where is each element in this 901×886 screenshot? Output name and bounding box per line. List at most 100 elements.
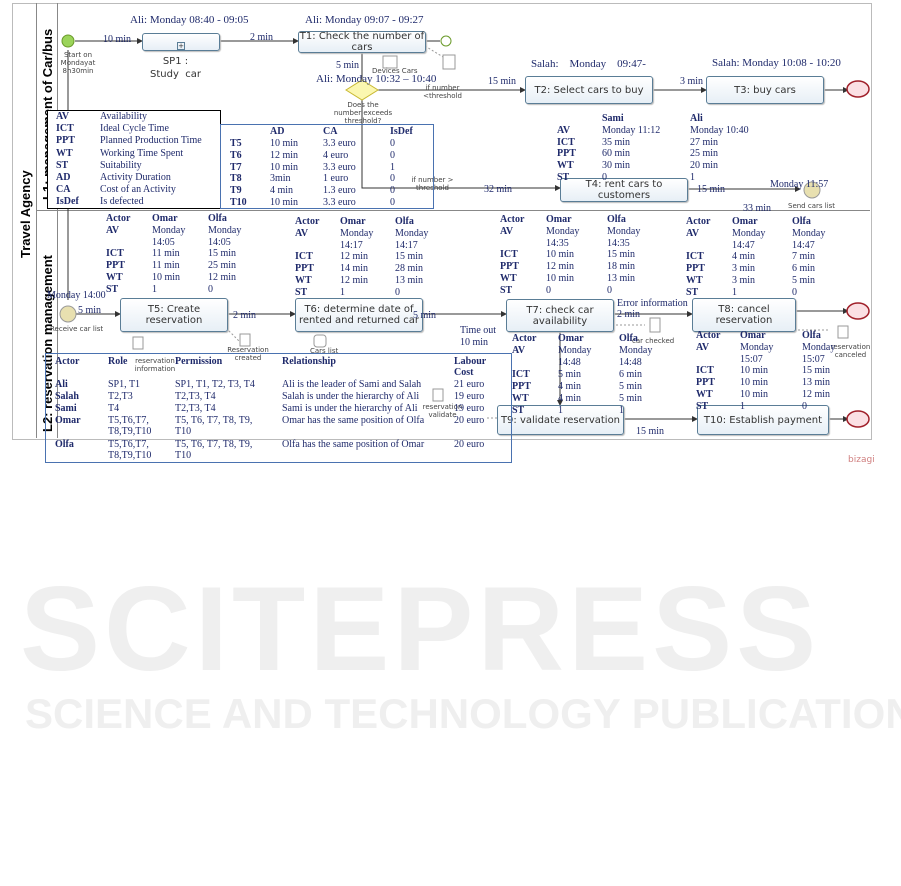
- role-table-cell: 20 euro: [454, 439, 485, 450]
- task-table-cell: 1.3 euro: [323, 185, 356, 197]
- actor-table-cell: ICT: [500, 249, 518, 261]
- artifact-label: car checked: [632, 337, 675, 345]
- actor-table-cell: 3 min: [732, 275, 756, 286]
- actor-table-cell: Olfa: [208, 213, 227, 224]
- task-t7[interactable]: T7: check car availability: [506, 299, 614, 332]
- actor-table-cell: 14:47: [732, 239, 755, 251]
- actor-table-cell: PPT: [106, 260, 125, 272]
- actor-table-cell: Omar: [546, 214, 572, 225]
- artifact-label: Cars list: [310, 347, 339, 355]
- actor-table-cell: AV: [512, 345, 526, 356]
- task-table-cell: 0: [390, 149, 395, 161]
- actor-table-cell: PPT: [295, 263, 314, 275]
- task-t4[interactable]: T4: rent cars to customers: [560, 178, 688, 202]
- actor-table-cell: AV: [686, 227, 700, 239]
- actor-table-cell: 11 min: [152, 260, 180, 272]
- actor-table-cell: AV: [106, 224, 120, 236]
- task-t1[interactable]: T1: Check the number of cars: [298, 31, 426, 53]
- actor-table-cell: Olfa: [802, 330, 821, 341]
- task-t8[interactable]: T8: cancel reservation: [692, 298, 796, 332]
- data-store-cars-list: [313, 334, 327, 348]
- actor-table-cell: 5 min: [619, 381, 643, 392]
- role-table-cell: Olfa has the same position of Omar: [282, 439, 425, 450]
- actor-table-cell: 0: [792, 286, 797, 298]
- artifact-label: reservation validate: [422, 403, 463, 419]
- actor-table-cell: ICT: [686, 251, 704, 263]
- role-table-cell: 19 euro: [454, 403, 485, 414]
- data-object: [442, 54, 456, 70]
- actor-table-cell: WT: [686, 275, 703, 286]
- actor-table-cell: PPT: [512, 381, 531, 392]
- actor-table-cell: Ali: [690, 113, 703, 124]
- actor-table-cell: WT: [106, 272, 123, 283]
- t1-time: Ali: Monday 09:07 - 09:27: [305, 14, 424, 26]
- task-table-cell: 10 min: [270, 138, 299, 149]
- start-label: Start on Mondayat 8h30min: [60, 51, 96, 75]
- send-message-event: [803, 181, 821, 199]
- legend-abbr: WT: [56, 147, 73, 159]
- legend-desc: Planned Production Time: [100, 135, 202, 147]
- actor-table-cell: ST: [106, 283, 119, 295]
- role-table-cell: 19 euro: [454, 391, 485, 402]
- watermark-scitepress: SCITEPRESS: [20, 562, 821, 696]
- duration: 5 min: [78, 305, 102, 316]
- duration: 5 min: [413, 310, 437, 321]
- actor-table-cell: 6 min: [792, 263, 816, 275]
- task-table-cell: 4 min: [270, 185, 294, 197]
- actor-table-cell: 7 min: [792, 251, 816, 263]
- actor-table-cell: 1: [732, 286, 737, 298]
- data-object-res-validate: [432, 388, 444, 402]
- actor-table-cell: 5 min: [558, 369, 582, 380]
- actor-table-cell: 0: [208, 283, 213, 295]
- actor-table-cell: 5 min: [619, 393, 643, 404]
- role-table-cell: T2,T3, T4: [175, 391, 216, 402]
- actor-table-cell: Omar: [152, 213, 178, 224]
- task-t10[interactable]: T10: Establish payment: [697, 405, 829, 435]
- actor-table-cell: Olfa: [607, 214, 626, 225]
- intermediate-end-event: [440, 35, 452, 47]
- role-table-cell: T4: [108, 403, 120, 414]
- actor-table-cell: 1: [152, 283, 157, 295]
- actor-table-cell: ST: [686, 286, 699, 298]
- data-object-res-info: [132, 336, 144, 350]
- actor-table-cell: 4 min: [558, 393, 582, 404]
- gateway-gt-label: if number > threshold: [411, 176, 454, 192]
- task-table-cell: T6: [230, 149, 242, 161]
- duration: Error information: [617, 298, 688, 309]
- role-table-cell: 20 euro: [454, 415, 485, 426]
- end-event-3: [846, 410, 870, 428]
- task-table-cell: T5: [230, 138, 242, 149]
- task-table-cell: T10: [230, 197, 247, 208]
- task-table-cell: 1 euro: [323, 173, 349, 185]
- task-table-cell: 10 min: [270, 197, 299, 208]
- task-table-cell: 0: [390, 185, 395, 197]
- task-table-cell: 3min: [270, 173, 291, 185]
- actor-table-cell: 20 min: [690, 160, 719, 172]
- actor-table-cell: 12 min: [546, 261, 575, 273]
- lane-header: [36, 3, 58, 438]
- actor-table-cell: 15 min: [607, 249, 636, 261]
- role-table-cell: Salah is under the hierarchy of Ali: [282, 391, 420, 402]
- actor-table-cell: 10 min: [740, 377, 769, 389]
- actor-table-cell: 11 min: [152, 248, 180, 260]
- task-table-cell: T7: [230, 161, 242, 173]
- actor-table-cell: Sami: [602, 113, 624, 124]
- task-t2[interactable]: T2: Select cars to buy: [525, 76, 653, 104]
- actor-table-cell: 4 min: [732, 251, 756, 263]
- task-t5[interactable]: T5: Create reservation: [120, 298, 228, 332]
- actor-table-cell: Omar: [732, 216, 758, 227]
- legend-desc: Cost of an Activity: [100, 184, 176, 196]
- actor-table-cell: Monday: [802, 341, 836, 353]
- role-table-cell: Olfa: [55, 439, 74, 450]
- task-t6[interactable]: T6: determine date of rented and returne…: [295, 298, 423, 332]
- task-t3[interactable]: T3: buy cars: [706, 76, 824, 104]
- actor-table-cell: 4 min: [558, 381, 582, 392]
- role-table-cell: T2,T3, T4: [175, 403, 216, 414]
- task-sp1[interactable]: +: [142, 33, 220, 51]
- role-table-header: Labour Cost: [454, 356, 487, 378]
- legend-desc: Suitability: [100, 159, 142, 171]
- duration: 3 min: [680, 76, 704, 87]
- duration: 15 min: [697, 184, 726, 195]
- task-t9[interactable]: T9: validate reservation: [497, 405, 624, 435]
- actor-table-cell: 25 min: [208, 260, 237, 272]
